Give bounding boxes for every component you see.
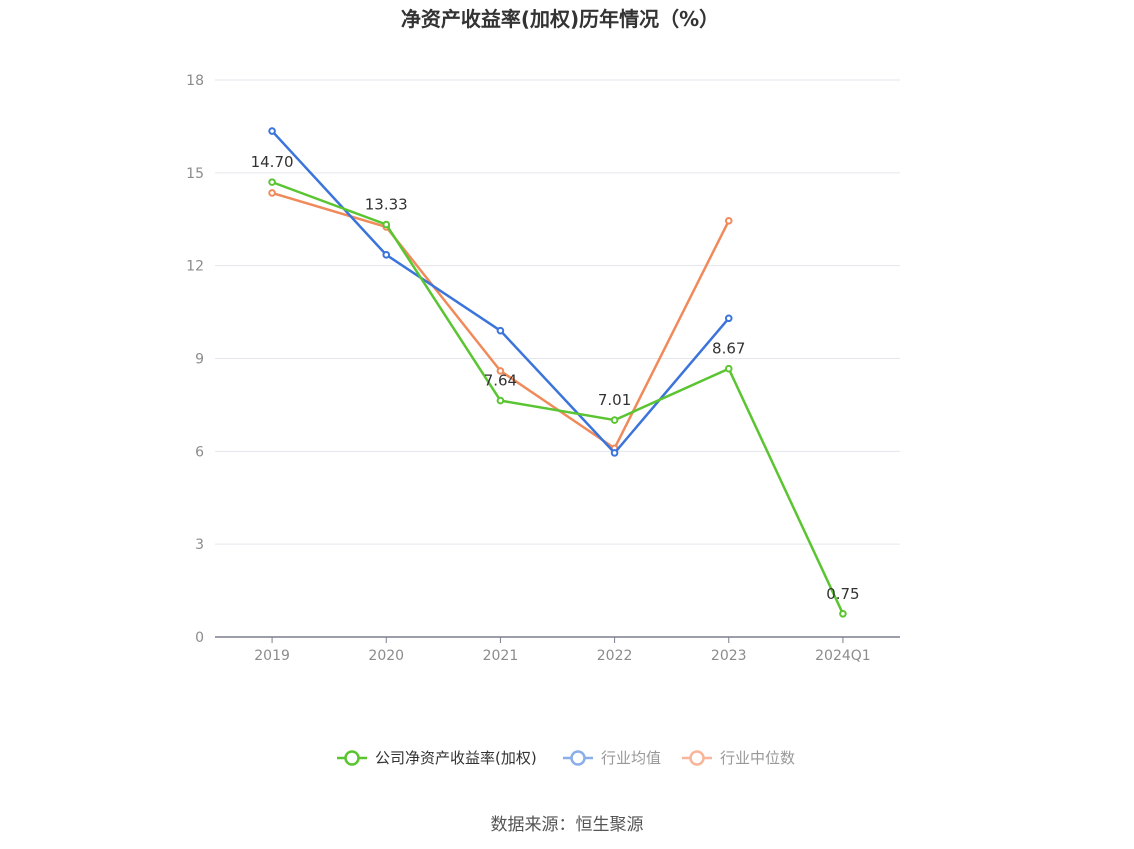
- data-source: 数据来源：恒生聚源: [491, 815, 644, 835]
- legend-marker: [344, 750, 360, 766]
- data-point: [496, 396, 505, 405]
- y-tick-label: 6: [195, 444, 204, 460]
- data-point: [839, 609, 847, 618]
- data-label: 0.75: [826, 585, 859, 603]
- data-label: 8.67: [712, 340, 745, 358]
- y-tick-label: 12: [186, 259, 204, 275]
- x-tick-label: 2020: [368, 648, 404, 664]
- data-labels: 14.70 13.33 7.64 7.01 8.67 0.75: [251, 153, 860, 603]
- y-tick-label: 0: [195, 630, 204, 646]
- data-point: [724, 364, 733, 373]
- x-tick-label: 2024Q1: [815, 648, 871, 664]
- legend-label: 行业中位数: [720, 749, 795, 767]
- data-label: 7.01: [598, 391, 631, 409]
- data-point: [382, 220, 391, 229]
- x-tick-label: 2023: [711, 648, 747, 664]
- legend-item-1[interactable]: 行业均值: [563, 749, 661, 767]
- y-tick-label: 9: [195, 352, 204, 368]
- x-tick-label: 2022: [597, 648, 633, 664]
- legend-item-0[interactable]: 公司净资产收益率(加权): [337, 749, 537, 767]
- x-axis: 2019 2020 2021 2022 2023 2024Q1: [215, 636, 900, 664]
- legend-label: 公司净资产收益率(加权): [375, 749, 537, 767]
- data-label: 14.70: [251, 153, 294, 171]
- data-point: [382, 251, 391, 259]
- legend-marker: [570, 750, 586, 766]
- series-0: [268, 178, 847, 618]
- data-point: [724, 314, 733, 323]
- chart-title: 净资产收益率(加权)历年情况（%）: [401, 7, 719, 31]
- data-point: [268, 178, 276, 186]
- data-point: [496, 367, 505, 375]
- data-point: [610, 416, 619, 424]
- data-point: [496, 326, 505, 335]
- y-tick-label: 18: [186, 73, 204, 89]
- legend-item-2[interactable]: 行业中位数: [682, 749, 795, 767]
- data-label: 7.64: [484, 372, 517, 390]
- data-point: [268, 189, 276, 197]
- series-line: [271, 180, 845, 615]
- grid: [215, 79, 900, 545]
- data-point: [268, 127, 276, 135]
- series-line: [271, 130, 730, 455]
- data-label: 13.33: [365, 196, 408, 214]
- series-lines: [268, 127, 847, 618]
- series-2: [268, 189, 733, 453]
- legend-label: 行业均值: [601, 749, 661, 767]
- y-axis-ticks: 0 3 6 9 12 15 18: [186, 73, 204, 646]
- legend[interactable]: 公司净资产收益率(加权) 行业均值 行业中位数: [337, 749, 795, 767]
- series-line: [271, 191, 730, 450]
- y-tick-label: 15: [186, 166, 204, 182]
- x-tick-label: 2019: [254, 648, 290, 664]
- data-point: [724, 216, 733, 225]
- legend-marker: [689, 750, 705, 766]
- x-tick-label: 2021: [483, 648, 519, 664]
- series-1: [268, 127, 733, 457]
- data-point: [610, 449, 619, 457]
- y-tick-label: 3: [195, 537, 204, 553]
